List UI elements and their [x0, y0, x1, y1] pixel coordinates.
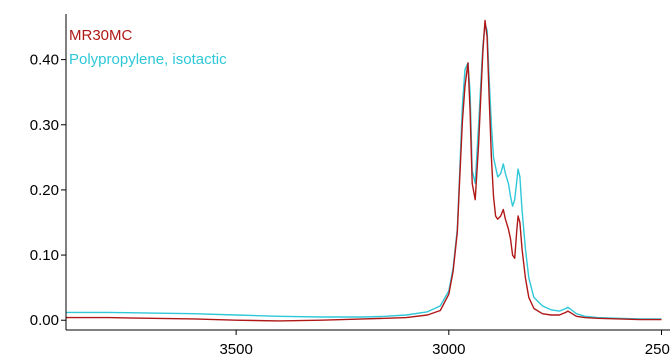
legend-entry-polypropylene: Polypropylene, isotactic — [69, 51, 227, 68]
series-line-mr30mc — [66, 19, 662, 322]
y-tick-label: 0.00 — [30, 312, 59, 329]
series-line-polypropylene — [66, 23, 662, 320]
y-tick-label: 0.40 — [30, 52, 59, 69]
x-tick-label: 3500 — [219, 341, 252, 358]
y-tick-label: 0.20 — [30, 182, 59, 199]
x-tick-label: 3000 — [432, 341, 465, 358]
legend-entry-mr30mc: MR30MC — [69, 27, 133, 44]
series-layer — [66, 19, 662, 322]
y-tick-label: 0.10 — [30, 247, 59, 264]
y-axis-ticks: 0.00 0.10 0.20 0.30 0.40 — [30, 52, 66, 329]
y-tick-label: 0.30 — [30, 117, 59, 134]
x-axis-ticks: 3500 3000 2500 — [219, 330, 670, 358]
x-tick-label: 2500 — [645, 341, 670, 358]
legend: MR30MC Polypropylene, isotactic — [69, 27, 227, 68]
